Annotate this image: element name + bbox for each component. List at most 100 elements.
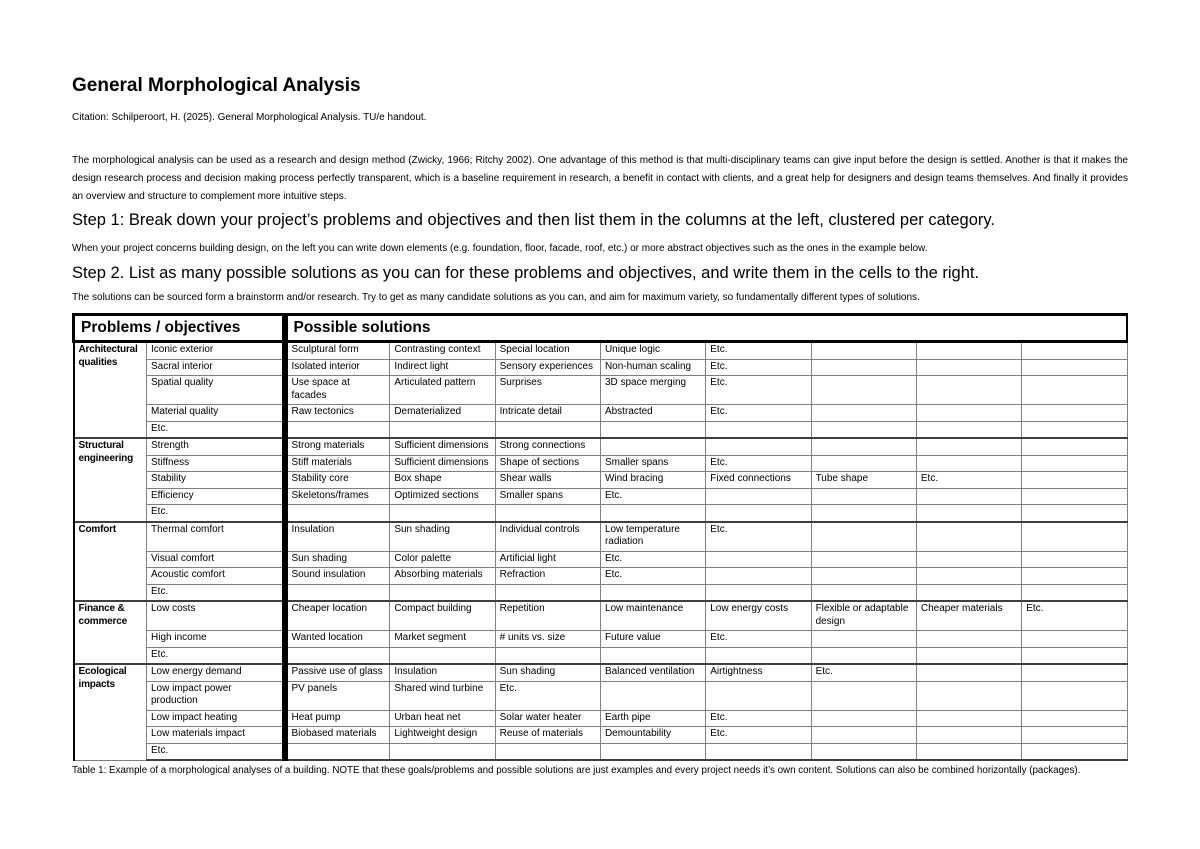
problem-cell: Etc. xyxy=(146,583,285,602)
empty-solution-cell xyxy=(810,567,917,585)
table-row: Low materials impact Biobased materials Li… xyxy=(74,726,1128,744)
table-row: Etc. xyxy=(74,742,1128,761)
empty-solution-cell xyxy=(810,504,917,522)
problem-cell: Acoustic comfort xyxy=(146,567,285,585)
problems-header-cell: Problems / objectives xyxy=(72,313,288,343)
empty-solution-cell xyxy=(810,726,917,744)
solution-cell: Use space at facades xyxy=(281,375,391,405)
empty-solution-cell xyxy=(915,709,1023,727)
empty-solution-cell xyxy=(494,646,601,665)
solution-cell: Etc. xyxy=(705,726,812,744)
empty-solution-cell xyxy=(1021,420,1128,439)
empty-solution-cell xyxy=(915,358,1023,376)
solution-cell: Earth pipe xyxy=(599,709,707,727)
empty-solution-cell xyxy=(705,487,812,505)
table-row: Comfort Thermal comfort Insulation Sun shad… xyxy=(72,520,1128,602)
solution-cell: Passive use of glass xyxy=(281,663,391,682)
problem-cell: Strength xyxy=(146,437,285,456)
empty-solution-cell xyxy=(915,437,1023,456)
empty-solution-cell xyxy=(810,437,917,456)
empty-solution-cell xyxy=(810,520,917,552)
category-cell: Ecological impacts xyxy=(72,663,147,761)
empty-solution-cell xyxy=(810,709,917,727)
empty-solution-cell xyxy=(599,420,707,439)
solution-cell: PV panels xyxy=(281,680,391,711)
solution-cell: Unique logic xyxy=(599,340,707,360)
solution-cell: Absorbing materials xyxy=(389,567,496,585)
empty-solution-cell xyxy=(389,646,496,665)
empty-solution-cell xyxy=(1021,663,1128,682)
solution-cell: Smaller spans xyxy=(494,487,601,505)
document-page: General Morphological Analysis Citation:… xyxy=(72,75,1128,776)
page-title: General Morphological Analysis xyxy=(72,75,361,96)
solution-cell: Dematerialized xyxy=(389,404,496,422)
solution-cell: Isolated interior xyxy=(281,358,391,376)
empty-solution-cell xyxy=(705,680,812,711)
empty-solution-cell xyxy=(1021,375,1128,405)
solution-cell: Lightweight design xyxy=(389,726,496,744)
empty-solution-cell xyxy=(915,583,1023,602)
solution-cell: Sculptural form xyxy=(281,340,391,360)
empty-solution-cell xyxy=(810,375,917,405)
solution-cell: Surprises xyxy=(494,375,601,405)
solution-cell: Fixed connections xyxy=(705,471,812,489)
empty-solution-cell xyxy=(915,630,1023,648)
solution-cell: Sound insulation xyxy=(281,567,391,585)
empty-solution-cell xyxy=(915,646,1023,665)
step2-paragraph: The solutions can be sourced form a brai… xyxy=(72,292,920,303)
problem-cell: Iconic exterior xyxy=(146,340,285,360)
category-cell: Structural engineering xyxy=(72,437,147,522)
solution-cell: Biobased materials xyxy=(281,726,391,744)
empty-solution-cell xyxy=(1021,504,1128,522)
empty-solution-cell xyxy=(915,567,1023,585)
empty-solution-cell xyxy=(281,420,391,439)
solution-cell: Strong connections xyxy=(494,437,601,456)
problem-cell: Stiffness xyxy=(146,454,285,472)
solution-cell: Repetition xyxy=(494,600,601,631)
solution-cell: Etc. xyxy=(705,454,812,472)
solution-cell: Insulation xyxy=(389,663,496,682)
solution-cell: Etc. xyxy=(705,630,812,648)
table-row: Structural engineering Strength Strong mat… xyxy=(72,437,1128,522)
solution-cell: Skeletons/frames xyxy=(281,487,391,505)
empty-solution-cell xyxy=(915,504,1023,522)
solution-cell: Compact building xyxy=(389,600,496,631)
problem-cell: Stability xyxy=(146,471,285,489)
empty-solution-cell xyxy=(599,646,707,665)
solution-cell: Sun shading xyxy=(494,663,601,682)
empty-solution-cell xyxy=(1021,520,1128,552)
problem-cell: Material quality xyxy=(146,404,285,422)
solution-cell: Non-human scaling xyxy=(599,358,707,376)
table-row: Low impact heating Heat pump Urban heat ne… xyxy=(74,709,1128,727)
solution-cell: Sufficient dimensions xyxy=(389,454,496,472)
empty-solution-cell xyxy=(1021,680,1128,711)
empty-solution-cell xyxy=(810,630,917,648)
solution-cell: Wind bracing xyxy=(599,471,707,489)
empty-solution-cell xyxy=(705,583,812,602)
empty-solution-cell xyxy=(599,680,707,711)
empty-solution-cell xyxy=(1021,358,1128,376)
solution-cell: Flexible or adaptable design xyxy=(810,600,917,631)
solution-cell: Etc. xyxy=(1021,600,1128,631)
solution-cell: Etc. xyxy=(915,471,1023,489)
solution-cell: Reuse of materials xyxy=(494,726,601,744)
empty-solution-cell xyxy=(599,437,707,456)
step1-paragraph: When your project concerns building desi… xyxy=(72,243,928,254)
solution-cell: Refraction xyxy=(494,567,601,585)
solution-cell: # units vs. size xyxy=(494,630,601,648)
solution-cell: Etc. xyxy=(705,709,812,727)
empty-solution-cell xyxy=(1021,630,1128,648)
category-cell: Comfort xyxy=(72,520,147,602)
problem-cell: Etc. xyxy=(146,504,285,522)
solution-cell: Etc. xyxy=(810,663,917,682)
problem-cell: Efficiency xyxy=(146,487,285,505)
solution-cell: Heat pump xyxy=(281,709,391,727)
table-row: Visual comfort Sun shading Color palette Ar… xyxy=(74,550,1128,568)
solution-cell: Etc. xyxy=(494,680,601,711)
solution-cell: Individual controls xyxy=(494,520,601,552)
empty-solution-cell xyxy=(1021,709,1128,727)
empty-solution-cell xyxy=(915,404,1023,422)
empty-solution-cell xyxy=(1021,550,1128,568)
empty-solution-cell xyxy=(915,680,1023,711)
category-cell: Architectural qualities xyxy=(72,340,147,439)
